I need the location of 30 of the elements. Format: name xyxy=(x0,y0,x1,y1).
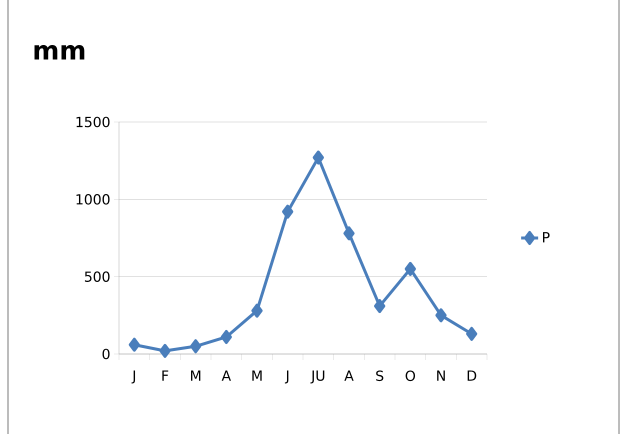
point xyxy=(190,339,202,354)
point xyxy=(128,338,140,352)
x-tick-label: J xyxy=(284,370,288,384)
x-tick-label: D xyxy=(468,370,476,381)
x-tick-label: JU xyxy=(310,370,324,384)
x-tick-label: A xyxy=(344,370,354,381)
point xyxy=(374,299,386,314)
point xyxy=(435,308,447,322)
x-tick-label: F xyxy=(162,370,168,381)
x-tick-label: M xyxy=(252,370,262,381)
point xyxy=(404,262,416,276)
point xyxy=(466,326,478,341)
x-tick-label: J xyxy=(132,370,136,384)
point xyxy=(251,304,263,318)
y-tick-label: 0 xyxy=(102,348,110,360)
x-tick-label: S xyxy=(376,370,384,382)
x-tick-label: A xyxy=(222,370,231,381)
point xyxy=(343,226,355,240)
y-tick-label: 1500 xyxy=(76,116,110,128)
x-tick-label: O xyxy=(406,370,416,382)
y-tick-label: 1000 xyxy=(76,194,110,205)
point xyxy=(220,330,232,344)
y-tick-label: 500 xyxy=(84,271,110,282)
chart-title: mm xyxy=(34,44,84,60)
point xyxy=(159,344,171,358)
point xyxy=(312,150,324,165)
point xyxy=(282,204,294,219)
x-tick-label: N xyxy=(437,370,445,381)
x-tick-label: M xyxy=(191,370,200,381)
legend-label: P xyxy=(543,232,550,242)
